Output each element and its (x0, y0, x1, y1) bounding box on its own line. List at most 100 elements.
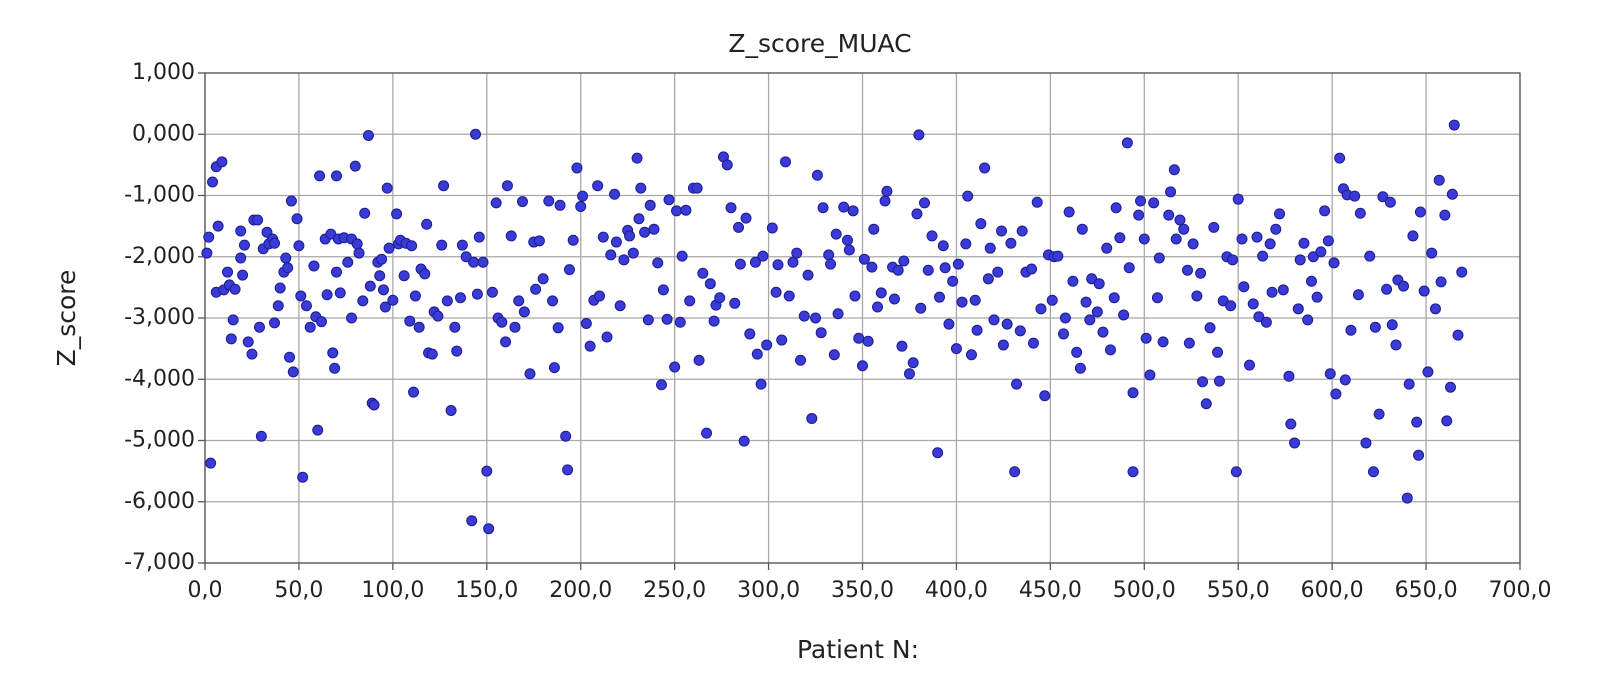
point (1236, 233, 1248, 245)
point (509, 321, 521, 333)
point (1110, 202, 1122, 214)
point (351, 238, 363, 250)
point (445, 404, 457, 416)
x-tick-label: 650,0 (1395, 578, 1458, 603)
point (911, 208, 923, 220)
point (349, 160, 361, 172)
point (798, 310, 810, 322)
point (274, 282, 286, 294)
point (235, 225, 247, 237)
point (1039, 390, 1051, 402)
point (847, 205, 859, 217)
point (868, 223, 880, 235)
point (913, 129, 925, 141)
point (285, 195, 297, 207)
point (470, 128, 482, 140)
point (609, 188, 621, 200)
point (1448, 119, 1460, 131)
point (1027, 337, 1039, 349)
point (284, 351, 296, 363)
point (903, 368, 915, 380)
x-tick-label: 350,0 (831, 578, 894, 603)
point (291, 213, 303, 225)
point (1305, 275, 1317, 287)
point (282, 262, 294, 274)
point (674, 316, 686, 328)
point (1302, 314, 1314, 326)
point (212, 220, 224, 232)
point (548, 362, 560, 374)
point (227, 314, 239, 326)
point (1191, 290, 1203, 302)
point (733, 221, 745, 233)
point (680, 204, 692, 216)
point (1352, 289, 1364, 301)
point (552, 322, 564, 334)
point (1213, 375, 1225, 387)
point (1071, 346, 1083, 358)
point (939, 262, 951, 274)
point (1217, 295, 1229, 307)
chart-title: Z_score_MUAC (728, 29, 911, 58)
point (571, 162, 583, 174)
point (560, 430, 572, 442)
point (1135, 195, 1147, 207)
point (1035, 303, 1047, 315)
point (624, 230, 636, 242)
point (1178, 223, 1190, 235)
point (1052, 250, 1064, 262)
point (331, 266, 342, 278)
point (207, 176, 219, 188)
point (1127, 466, 1139, 478)
point (1444, 381, 1456, 393)
x-tick-label: 150,0 (455, 578, 518, 603)
point (635, 182, 647, 194)
point (1086, 273, 1098, 285)
point (791, 247, 803, 259)
point (918, 197, 930, 209)
point (562, 464, 574, 476)
point (203, 231, 215, 243)
point (1005, 237, 1017, 249)
point (404, 315, 416, 327)
point (353, 247, 365, 259)
point (304, 321, 316, 333)
point (1407, 230, 1419, 242)
point (413, 321, 425, 333)
y-tick-label: -4,000 (124, 366, 195, 391)
point (841, 234, 853, 246)
point (1016, 225, 1028, 237)
y-tick-label: -7,000 (124, 550, 195, 575)
point (1298, 237, 1310, 249)
point (486, 286, 498, 298)
x-axis-label: Patient N: (797, 635, 919, 664)
point (1456, 266, 1468, 278)
point (426, 348, 438, 360)
point (391, 208, 403, 220)
point (1260, 316, 1272, 328)
point (806, 412, 818, 424)
x-tick-label: 100,0 (361, 578, 424, 603)
point (1144, 369, 1156, 381)
point (505, 230, 517, 242)
x-tick-label: 200,0 (549, 578, 612, 603)
y-tick-label: -3,000 (124, 305, 195, 330)
point (922, 264, 934, 276)
point (1433, 174, 1445, 186)
point (853, 332, 865, 344)
point (1435, 276, 1447, 288)
point (575, 201, 587, 213)
point (1074, 362, 1086, 374)
point (255, 430, 267, 442)
point (1386, 319, 1398, 331)
point (817, 202, 829, 214)
point (594, 290, 605, 302)
point (633, 213, 645, 225)
point (761, 339, 773, 351)
point (516, 196, 528, 208)
point (943, 318, 955, 330)
point (1429, 303, 1441, 315)
point (932, 447, 944, 459)
point (518, 306, 530, 318)
point (269, 317, 281, 329)
